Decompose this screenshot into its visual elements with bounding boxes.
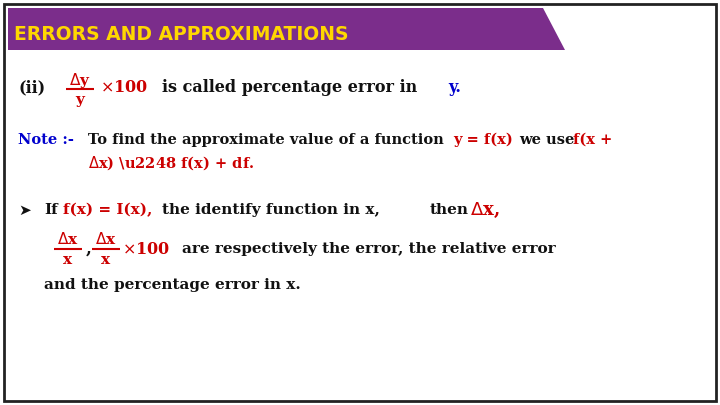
Text: x: x <box>102 253 111 267</box>
Text: the identify function in x,: the identify function in x, <box>162 203 380 217</box>
Text: y.: y. <box>448 79 461 96</box>
Text: $\times$100: $\times$100 <box>100 79 148 96</box>
Text: is called percentage error in: is called percentage error in <box>162 79 418 96</box>
Text: $\Delta$x: $\Delta$x <box>95 231 117 247</box>
Text: $\Delta$x,: $\Delta$x, <box>470 200 500 220</box>
Text: $\Delta$x) \u2248 f(x) + df.: $\Delta$x) \u2248 f(x) + df. <box>88 154 254 172</box>
Text: $\times$100: $\times$100 <box>122 241 170 258</box>
Text: ➤: ➤ <box>18 202 31 217</box>
Text: are respectively the error, the relative error: are respectively the error, the relative… <box>182 242 556 256</box>
Text: y: y <box>76 93 84 107</box>
Text: we use: we use <box>519 133 575 147</box>
Text: Note :-: Note :- <box>18 133 74 147</box>
Text: f(x +: f(x + <box>573 133 612 147</box>
Text: (ii): (ii) <box>18 79 45 96</box>
Text: y = f(x): y = f(x) <box>453 133 513 147</box>
Text: $\Delta$y: $\Delta$y <box>69 70 91 90</box>
Text: If: If <box>44 203 58 217</box>
Text: ERRORS AND APPROXIMATIONS: ERRORS AND APPROXIMATIONS <box>14 24 348 43</box>
Polygon shape <box>8 8 565 50</box>
Text: ,: , <box>86 241 92 258</box>
Text: x: x <box>63 253 73 267</box>
FancyBboxPatch shape <box>8 8 543 50</box>
Text: then: then <box>430 203 469 217</box>
Text: f(x) = I(x),: f(x) = I(x), <box>63 203 153 217</box>
Text: $\Delta$x: $\Delta$x <box>57 231 78 247</box>
Text: To find the approximate value of a function: To find the approximate value of a funct… <box>88 133 444 147</box>
Text: and the percentage error in x.: and the percentage error in x. <box>44 278 301 292</box>
